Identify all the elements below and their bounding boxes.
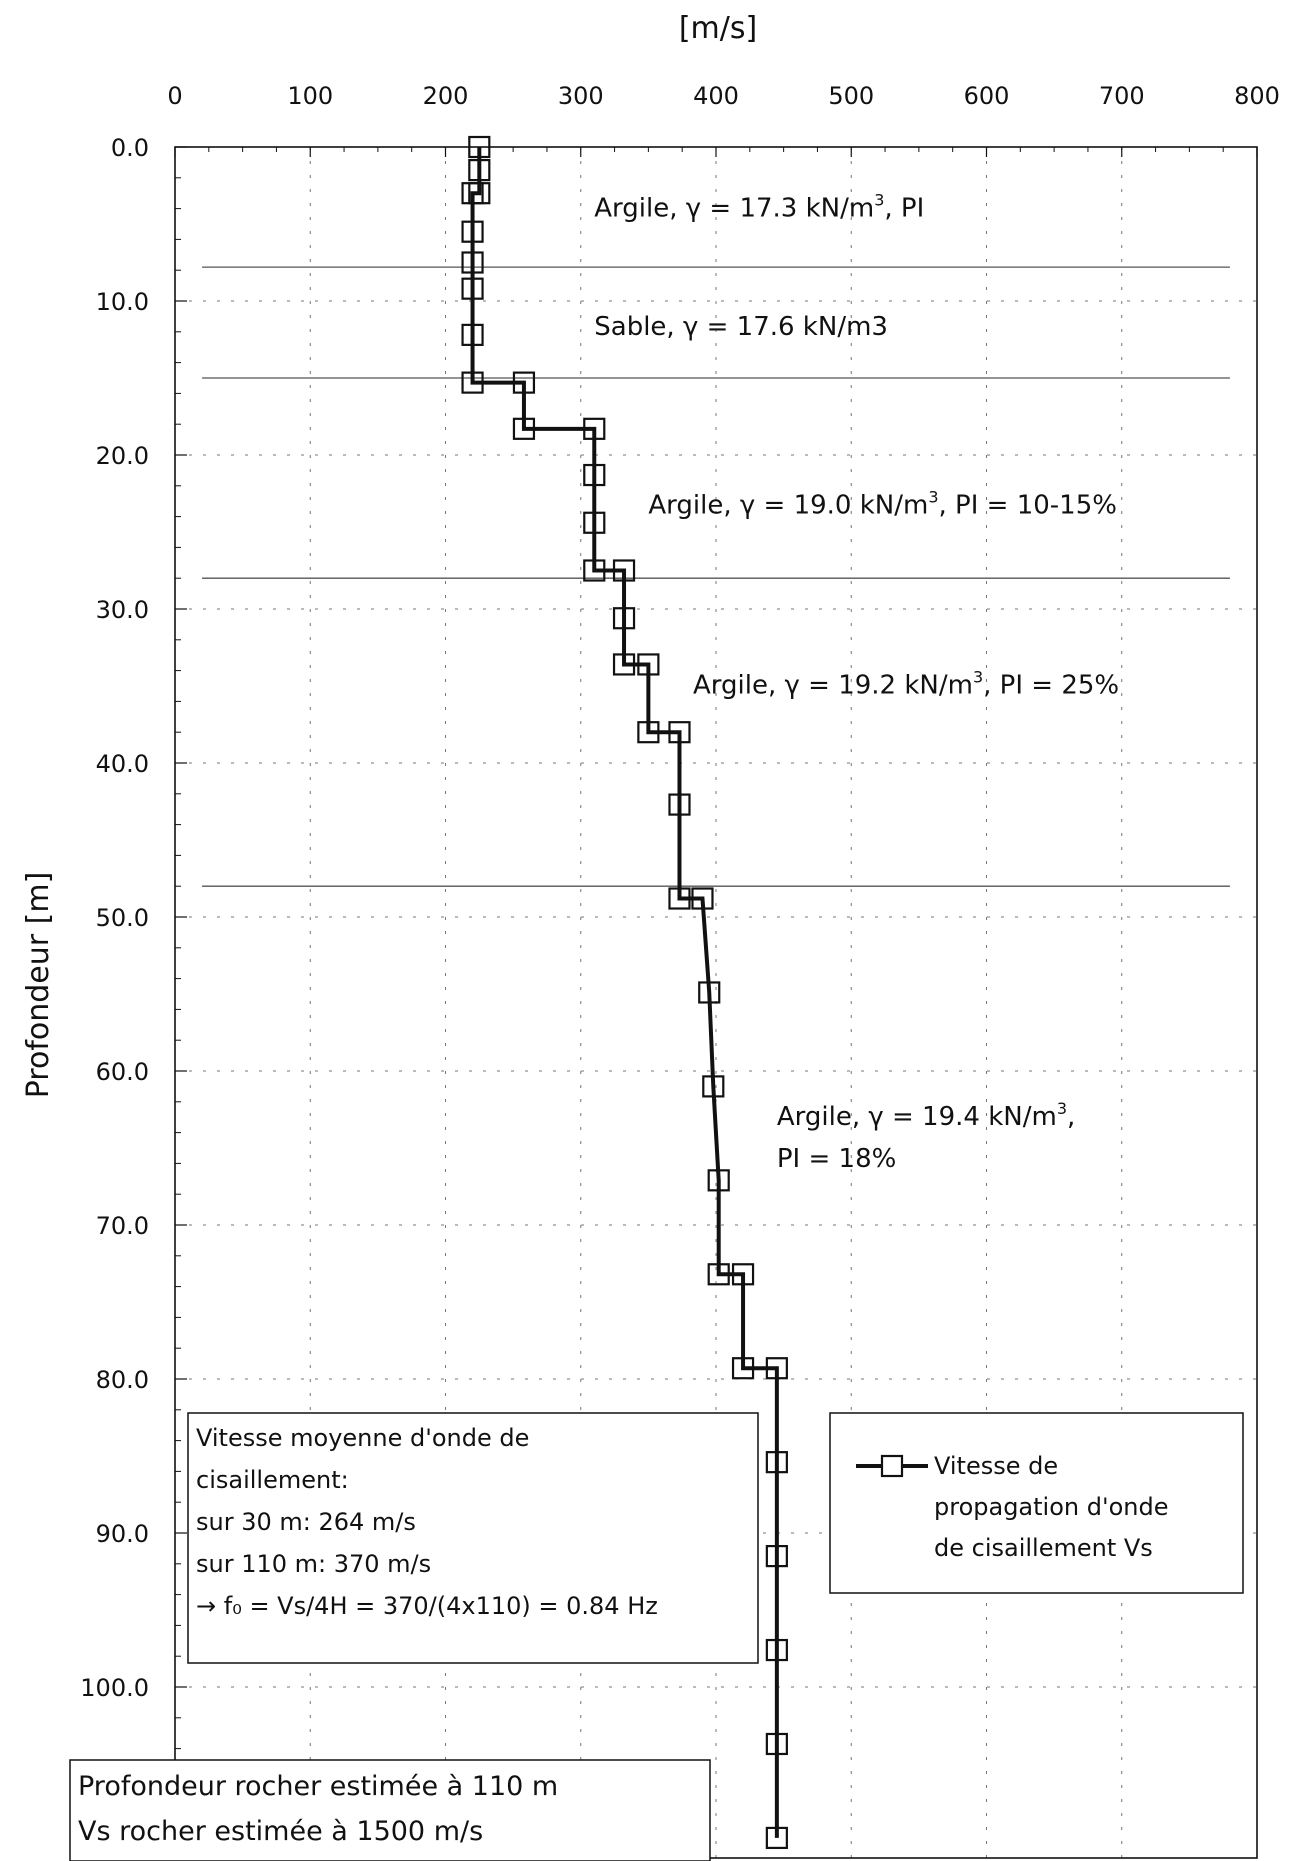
x-tick-label: 800 — [1234, 82, 1280, 110]
series-line — [470, 147, 779, 1838]
data-point — [668, 793, 691, 816]
bedrock-note: Profondeur rocher estimée à 110 m Vs roc… — [69, 1759, 711, 1861]
bedrock-line: Vs rocher estimée à 1500 m/s — [78, 1816, 483, 1847]
layer-label: Argile, γ = 19.2 kN/m3, PI = 25% — [693, 668, 1119, 701]
data-point — [765, 1357, 788, 1380]
data-point — [707, 1169, 730, 1192]
info-line: Vitesse moyenne d'onde de — [196, 1424, 529, 1452]
data-point — [512, 417, 536, 440]
data-point — [668, 721, 691, 744]
x-tick-label: 600 — [964, 82, 1010, 110]
data-point — [461, 182, 484, 205]
data-point — [765, 1544, 788, 1568]
x-tick-label: 100 — [287, 82, 333, 110]
data-point — [668, 887, 691, 910]
data-point — [461, 277, 484, 300]
layer-label: Argile, γ = 19.0 kN/m3, PI = 10-15% — [648, 488, 1117, 521]
data-point — [765, 1732, 788, 1756]
series-vs — [461, 135, 788, 1850]
data-point — [461, 323, 484, 346]
legend-label: Vitesse de — [934, 1452, 1058, 1480]
info-box: Vitesse moyenne d'onde de cisaillement: … — [187, 1412, 759, 1664]
x-tick-label: 400 — [693, 82, 739, 110]
layer-label: PI = 18% — [777, 1144, 896, 1174]
x-tick-label: 300 — [558, 82, 604, 110]
bedrock-line: Profondeur rocher estimée à 110 m — [78, 1771, 558, 1802]
data-point — [512, 371, 536, 394]
y-tick-label: 10.0 — [96, 288, 149, 316]
y-axis-ticks: 0.0 10.0 20.0 30.0 40.0 50.0 60.0 70.0 80.0 90.0 1… — [80, 134, 187, 1811]
x-tick-label: 700 — [1099, 82, 1145, 110]
y-axis-title: Profondeur [m] — [21, 872, 56, 1099]
data-point — [612, 653, 636, 676]
y-tick-label: 50.0 — [96, 904, 149, 932]
data-point — [702, 1075, 725, 1098]
layer-boundaries — [202, 266, 1230, 887]
data-point — [698, 981, 721, 1004]
y-tick-label: 30.0 — [96, 596, 149, 624]
y-tick-label: 70.0 — [96, 1212, 149, 1240]
x-axis-title: [m/s] — [679, 11, 757, 46]
data-point — [765, 1638, 788, 1662]
x-tick-label: 500 — [828, 82, 874, 110]
data-point — [583, 463, 606, 487]
y-tick-label: 0.0 — [111, 134, 149, 162]
data-point — [612, 559, 636, 582]
data-point — [731, 1263, 755, 1286]
x-tick-label: 0 — [167, 82, 182, 110]
layer-annotations: Argile, γ = 17.3 kN/m3, PI Sable, γ = 17.… — [594, 190, 1119, 1174]
data-point — [765, 1826, 788, 1850]
y-tick-label: 40.0 — [96, 750, 149, 778]
x-axis-ticks: 0 100 200 300 400 500 600 700 800 — [167, 82, 1280, 157]
info-line: → f₀ = Vs/4H = 370/(4x110) = 0.84 Hz — [196, 1592, 658, 1620]
data-point — [765, 1451, 788, 1474]
data-point — [731, 1357, 755, 1380]
y-tick-label: 90.0 — [96, 1520, 149, 1548]
x-tick-label: 200 — [423, 82, 469, 110]
legend-marker — [880, 1454, 904, 1478]
y-tick-label: 80.0 — [96, 1366, 149, 1394]
data-point — [583, 511, 606, 534]
info-line: sur 30 m: 264 m/s — [196, 1508, 416, 1536]
data-point — [461, 220, 484, 243]
data-point — [468, 135, 491, 159]
y-tick-label: 20.0 — [96, 442, 149, 470]
layer-label: Sable, γ = 17.6 kN/m3 — [594, 312, 888, 342]
data-point — [461, 251, 484, 274]
info-line: sur 110 m: 370 m/s — [196, 1550, 431, 1578]
layer-label: Argile, γ = 19.4 kN/m3, — [777, 1099, 1075, 1132]
data-point — [637, 653, 660, 676]
data-point — [583, 417, 606, 440]
data-point — [461, 371, 484, 394]
layer-label: Argile, γ = 17.3 kN/m3, PI — [594, 190, 924, 223]
legend-label: de cisaillement Vs — [934, 1534, 1153, 1562]
legend-label: propagation d'onde — [934, 1493, 1168, 1521]
data-point — [637, 721, 660, 744]
y-tick-label: 60.0 — [96, 1058, 149, 1086]
legend: Vitesse de propagation d'onde de cisaill… — [829, 1412, 1244, 1594]
info-line: cisaillement: — [196, 1466, 349, 1494]
data-point — [468, 159, 491, 182]
y-tick-label: 100.0 — [80, 1674, 149, 1702]
data-point — [707, 1263, 730, 1286]
data-point — [583, 559, 606, 582]
data-point — [612, 607, 636, 630]
data-point — [691, 887, 714, 910]
